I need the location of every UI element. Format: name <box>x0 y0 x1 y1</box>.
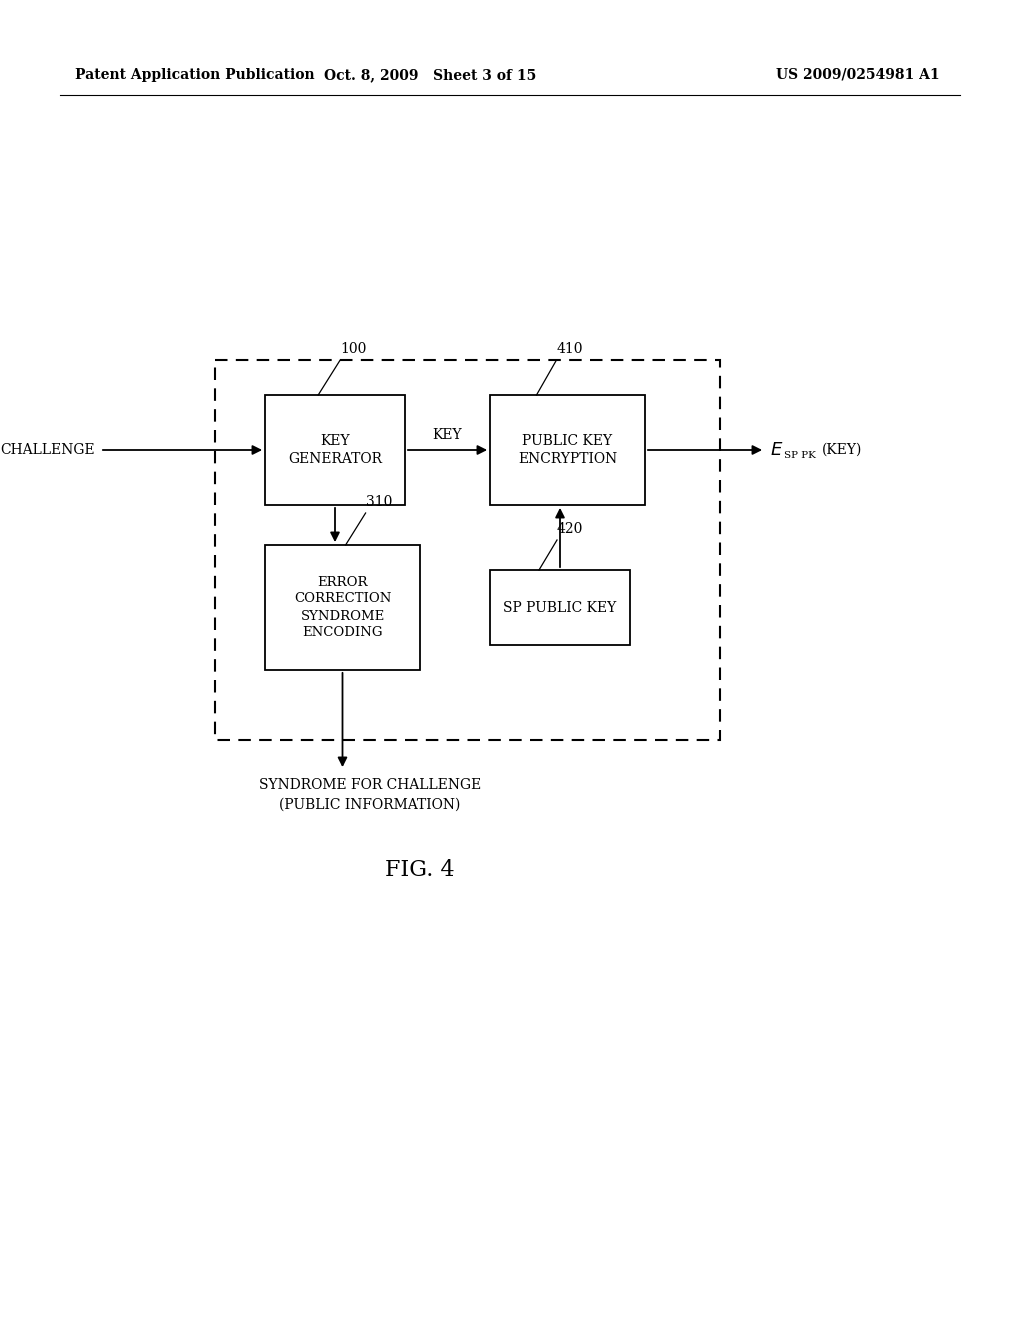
Bar <box>490 570 630 645</box>
Text: CHALLENGE: CHALLENGE <box>0 444 95 457</box>
Bar <box>265 395 406 506</box>
Text: (KEY): (KEY) <box>822 444 862 457</box>
Text: 420: 420 <box>557 521 584 536</box>
Text: Patent Application Publication: Patent Application Publication <box>75 69 314 82</box>
Text: KEY
GENERATOR: KEY GENERATOR <box>288 434 382 466</box>
Text: 310: 310 <box>366 495 392 510</box>
Text: SYNDROME FOR CHALLENGE: SYNDROME FOR CHALLENGE <box>259 777 481 792</box>
Text: FIG. 4: FIG. 4 <box>385 859 455 880</box>
Text: 410: 410 <box>556 342 583 356</box>
Bar <box>215 360 720 741</box>
Text: 100: 100 <box>340 342 367 356</box>
Text: SP PUBLIC KEY: SP PUBLIC KEY <box>504 601 616 615</box>
Bar <box>265 545 420 671</box>
Text: Oct. 8, 2009   Sheet 3 of 15: Oct. 8, 2009 Sheet 3 of 15 <box>324 69 537 82</box>
Text: ERROR
CORRECTION
SYNDROME
ENCODING: ERROR CORRECTION SYNDROME ENCODING <box>294 576 391 639</box>
Text: SP PK: SP PK <box>784 451 816 461</box>
Text: US 2009/0254981 A1: US 2009/0254981 A1 <box>776 69 940 82</box>
Bar <box>490 395 645 506</box>
Text: PUBLIC KEY
ENCRYPTION: PUBLIC KEY ENCRYPTION <box>518 434 617 466</box>
Text: KEY: KEY <box>433 428 462 442</box>
Text: (PUBLIC INFORMATION): (PUBLIC INFORMATION) <box>280 799 461 812</box>
Text: $E$: $E$ <box>770 441 783 459</box>
